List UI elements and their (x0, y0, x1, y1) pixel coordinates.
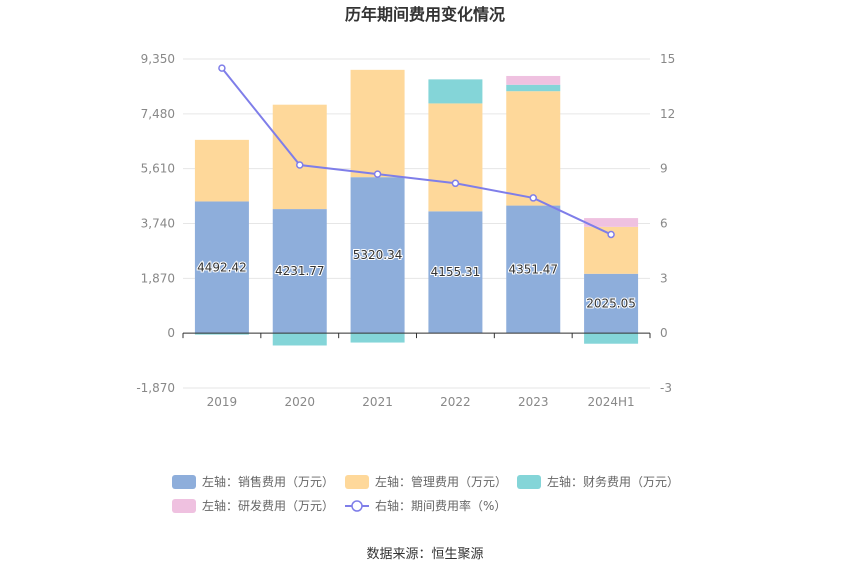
bar-value-label: 4351.47 (508, 262, 558, 276)
x-axis: 2019 2020 2021 2022 2023 2024H1 (182, 332, 651, 409)
bar-segment (506, 84, 561, 92)
bar-segment (272, 104, 327, 210)
bar-segment (350, 177, 405, 334)
right-y-axis: -3 0 3 6 9 12 15 (660, 52, 675, 395)
left-tick-label: -1,870 (136, 381, 175, 395)
x-tick-label: 2023 (518, 395, 549, 409)
right-tick-label: -3 (660, 381, 672, 395)
left-tick-label: 1,870 (141, 271, 175, 285)
x-tick-label: 2019 (207, 395, 238, 409)
bar-segment (194, 139, 249, 202)
bar-segment (506, 75, 561, 85)
chart-title: 历年期间费用变化情况 (345, 5, 505, 24)
legend-swatch (345, 475, 369, 489)
legend-swatch (172, 475, 196, 489)
legend-label: 左轴：研发费用（万元） (202, 498, 334, 513)
left-tick-label: 3,740 (141, 217, 175, 231)
expense-rate-point (529, 194, 537, 202)
expense-rate-point (296, 161, 304, 169)
bar-segment (584, 218, 639, 227)
expense-rate-point (607, 230, 615, 239)
legend-label: 左轴：管理费用（万元） (375, 474, 507, 489)
legend: 左轴：销售费用（万元） 左轴：管理费用（万元） 左轴：财务费用（万元） 左轴：研发费用… (172, 474, 679, 513)
expense-rate-point (373, 170, 382, 178)
x-tick-label: 2021 (362, 395, 393, 409)
bar-segment (428, 79, 483, 104)
expense-rate-line (218, 64, 615, 239)
bar-segment (506, 91, 561, 206)
bar-segment (194, 201, 249, 334)
right-tick-label: 6 (660, 217, 668, 231)
expense-rate-point (218, 64, 226, 72)
legend-label: 左轴：财务费用（万元） (547, 474, 679, 489)
right-tick-label: 9 (660, 162, 668, 176)
bar-segment (350, 69, 405, 178)
bar-value-labels: 4492.42 4231.77 5320.34 4155.31 4351.47 2025.… (196, 247, 637, 311)
bar-segment (272, 333, 327, 346)
bar-value-label: 4492.42 (197, 260, 247, 274)
data-source: 数据来源：恒生聚源 (366, 547, 483, 562)
expense-rate-point (451, 179, 460, 188)
left-tick-label: 7,480 (141, 107, 175, 121)
left-tick-label: 9,350 (141, 52, 175, 66)
legend-label: 左轴：销售费用（万元） (202, 474, 334, 489)
bar-value-label: 4231.77 (275, 264, 325, 278)
x-tick-label: 2022 (440, 395, 471, 409)
expense-rate-polyline (221, 67, 612, 236)
bar-value-label: 2025.05 (586, 296, 636, 310)
x-tick-label: 2024H1 (587, 395, 634, 409)
right-tick-label: 0 (660, 326, 668, 340)
right-tick-label: 3 (660, 271, 668, 285)
bar-segment (506, 205, 561, 334)
right-tick-label: 12 (660, 107, 675, 121)
bars (194, 69, 639, 346)
left-tick-label: 5,610 (141, 162, 175, 176)
bar-segment (584, 333, 639, 344)
legend-swatch (517, 475, 541, 489)
legend-swatch (172, 499, 196, 513)
bar-segment (272, 209, 327, 334)
bar-segment (584, 273, 639, 334)
legend-line-marker (351, 500, 363, 512)
bar-segment (350, 333, 405, 343)
bar-segment (428, 211, 483, 334)
x-tick-label: 2020 (284, 395, 315, 409)
bar-value-label: 5320.34 (353, 248, 403, 262)
right-tick-label: 15 (660, 52, 675, 66)
legend-label: 右轴：期间费用率（%） (375, 498, 506, 513)
bar-segment (428, 103, 483, 212)
bar-value-label: 4155.31 (431, 265, 481, 279)
left-y-axis: -1,870 0 1,870 3,740 5,610 7,480 9,350 (136, 52, 175, 395)
left-tick-label: 0 (167, 326, 175, 340)
bar-segment (194, 333, 249, 335)
